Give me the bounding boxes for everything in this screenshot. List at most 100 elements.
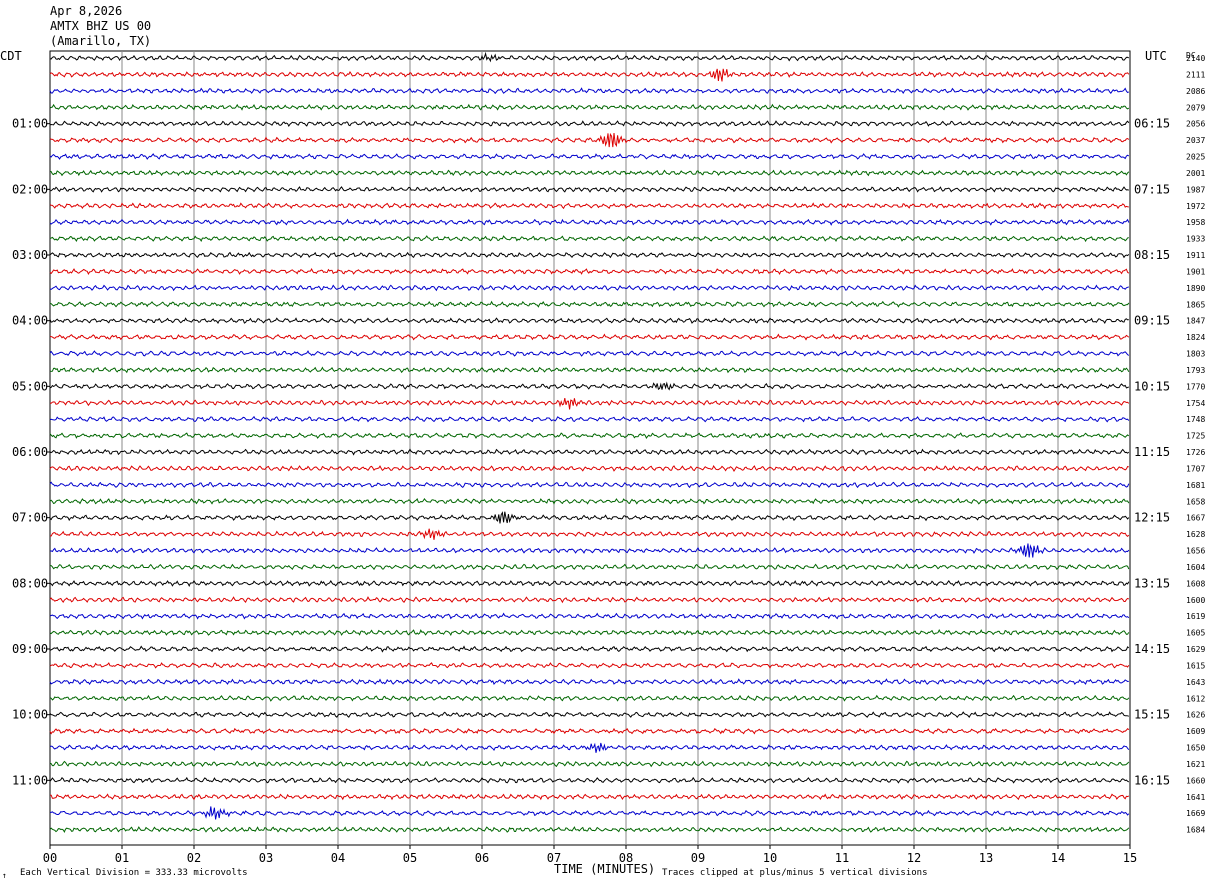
seismic-trace <box>49 711 1129 718</box>
dc-offset-label: 2140 <box>1186 54 1205 63</box>
seismic-trace <box>49 87 1129 95</box>
right-hour-label: 12:15 <box>1134 511 1170 525</box>
dc-offset-label: 1609 <box>1186 727 1205 736</box>
seismic-trace <box>49 612 1130 620</box>
left-hour-label: 11:00 <box>12 773 48 787</box>
x-tick-label: 02 <box>187 851 201 865</box>
seismic-trace <box>49 235 1129 243</box>
dc-offset-label: 1824 <box>1186 333 1205 342</box>
dc-offset-label: 2111 <box>1186 70 1205 79</box>
dc-offset-label: 1684 <box>1186 826 1205 835</box>
seismic-trace <box>49 511 1130 524</box>
dc-offset-label: 1987 <box>1186 185 1205 194</box>
seismic-trace <box>49 333 1130 341</box>
dc-offset-label: 1803 <box>1186 350 1205 359</box>
seismic-trace <box>49 760 1130 768</box>
seismic-trace <box>49 662 1130 669</box>
x-tick-label: 12 <box>907 851 921 865</box>
x-tick-label: 13 <box>979 851 993 865</box>
dc-offset-label: 2001 <box>1186 169 1205 178</box>
dc-offset-label: 1621 <box>1186 760 1205 769</box>
right-hour-label: 08:15 <box>1134 248 1170 262</box>
seismic-trace <box>49 51 1130 63</box>
seismic-trace <box>49 317 1129 325</box>
right-hour-label: 15:15 <box>1134 708 1170 722</box>
seismic-trace <box>49 448 1130 456</box>
right-hour-label: 07:15 <box>1134 182 1170 196</box>
dc-offset-label: 1865 <box>1186 300 1205 309</box>
plot-frame <box>49 50 1131 846</box>
left-hour-label: 05:00 <box>12 379 48 393</box>
dc-offset-label: 1612 <box>1186 694 1205 703</box>
dc-offset-label: 1890 <box>1186 284 1205 293</box>
dc-offset-label: 2037 <box>1186 136 1205 145</box>
seismic-trace <box>49 678 1129 686</box>
seismic-trace <box>49 793 1130 801</box>
left-hour-label: 07:00 <box>12 511 48 525</box>
seismic-trace <box>49 68 1130 82</box>
seismic-trace <box>49 432 1130 439</box>
dc-offset-label: 1605 <box>1186 629 1205 638</box>
x-tick-label: 15 <box>1123 851 1137 865</box>
dc-offset-label: 1619 <box>1186 612 1205 621</box>
x-tick-label: 07 <box>547 851 561 865</box>
x-axis-title: TIME (MINUTES) <box>554 862 655 876</box>
left-hour-label: 08:00 <box>12 576 48 590</box>
seismic-trace <box>49 465 1129 472</box>
seismic-trace <box>49 415 1130 423</box>
seismic-trace <box>49 497 1130 505</box>
dc-offset-label: 1604 <box>1186 563 1205 572</box>
left-timezone-label: CDT <box>0 49 22 63</box>
dc-offset-label: 1656 <box>1186 547 1205 556</box>
seismic-trace <box>49 727 1130 735</box>
dc-offset-label: 1650 <box>1186 744 1205 753</box>
left-hour-label: 06:00 <box>12 445 48 459</box>
seismic-traces <box>49 51 1130 833</box>
left-hour-label: 03:00 <box>12 248 48 262</box>
axis-labels: 00 01 02 03 04 05 06 07 08 09 10 11 12 13 14 15 2140 2111… <box>12 54 1205 865</box>
clip-note: Traces clipped at plus/minus 5 vertical … <box>662 868 928 878</box>
x-tick-label: 14 <box>1051 851 1065 865</box>
dc-offset-label: 1660 <box>1186 776 1205 785</box>
x-tick-label: 05 <box>403 851 417 865</box>
seismic-trace <box>49 596 1130 604</box>
right-hour-label: 11:15 <box>1134 445 1170 459</box>
seismic-trace <box>49 251 1130 259</box>
right-hour-label: 06:15 <box>1134 117 1170 131</box>
seismic-trace <box>49 397 1130 410</box>
dc-offset-label: 1933 <box>1186 235 1205 244</box>
left-hour-label: 04:00 <box>12 314 48 328</box>
left-hour-label: 01:00 <box>12 117 48 131</box>
seismic-trace <box>49 543 1130 558</box>
seismic-trace <box>49 186 1129 193</box>
dc-offset-label: 1972 <box>1186 202 1205 211</box>
right-hour-label: 13:15 <box>1134 576 1170 590</box>
dc-offset-label: 1681 <box>1186 481 1205 490</box>
dc-offset-label: 1901 <box>1186 267 1205 276</box>
station-label: AMTX BHZ US 00 <box>50 19 152 33</box>
right-hour-label: 09:15 <box>1134 314 1170 328</box>
dc-offset-label: 1770 <box>1186 382 1205 391</box>
seismic-trace <box>49 153 1130 160</box>
dc-offset-label: 1847 <box>1186 317 1205 326</box>
seismic-trace <box>49 481 1130 489</box>
dc-offset-label: 2056 <box>1186 120 1205 129</box>
seismic-trace <box>49 645 1130 653</box>
dc-offset-label: 1629 <box>1186 645 1205 654</box>
left-hour-label: 10:00 <box>12 708 48 722</box>
x-tick-label: 09 <box>691 851 705 865</box>
dc-offset-label: 1958 <box>1186 218 1205 227</box>
dc-offset-label: 1641 <box>1186 793 1205 802</box>
x-tick-label: 04 <box>331 851 345 865</box>
dc-offset-label: 2086 <box>1186 87 1205 96</box>
seismic-trace <box>49 579 1130 587</box>
seismic-trace <box>49 218 1130 226</box>
dc-offset-label: 1667 <box>1186 514 1205 523</box>
seismic-trace <box>49 267 1130 275</box>
seismic-trace <box>49 826 1130 833</box>
date-label: Apr 8,2026 <box>50 4 123 18</box>
location-label: (Amarillo, TX) <box>50 34 152 48</box>
dc-offset-label: 1658 <box>1186 497 1205 506</box>
left-hour-label: 09:00 <box>12 642 48 656</box>
